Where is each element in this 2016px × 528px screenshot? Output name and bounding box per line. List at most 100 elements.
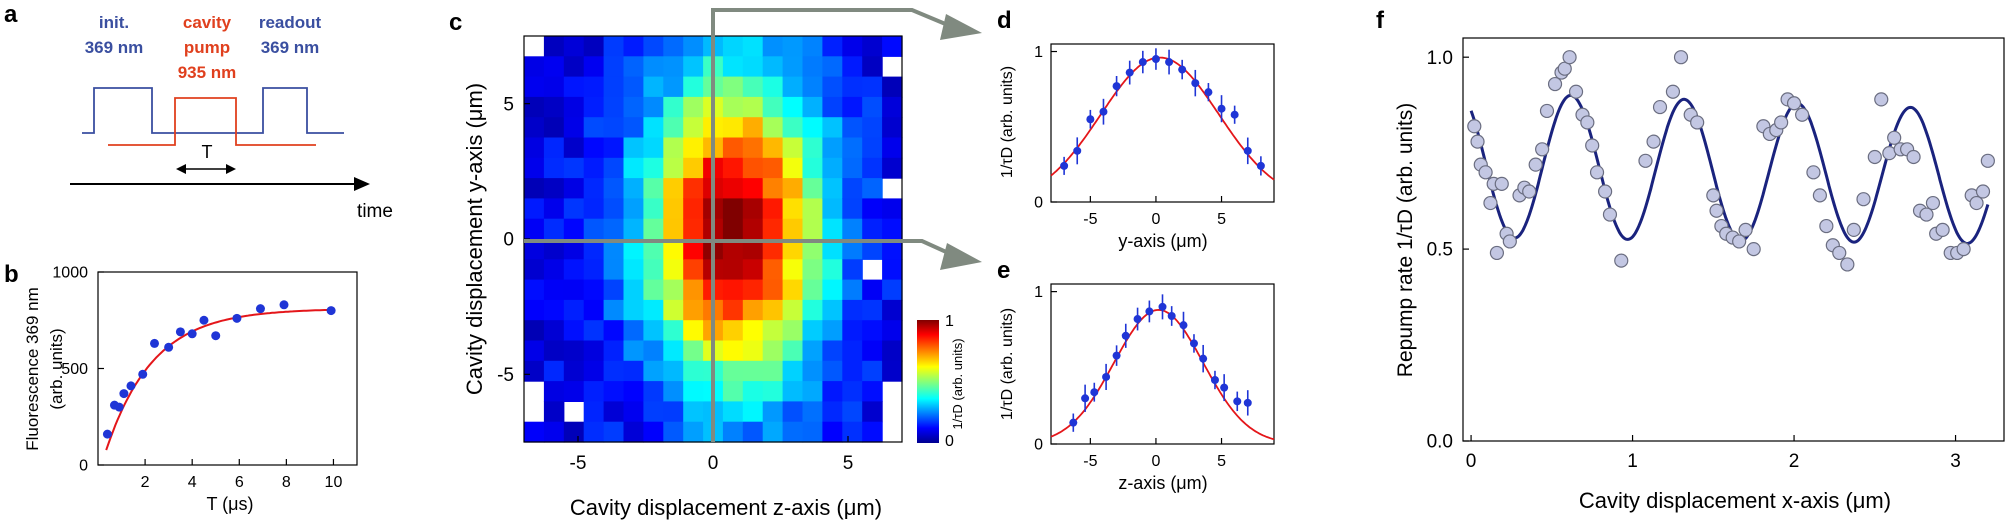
heatmap-cell bbox=[862, 137, 883, 159]
y-tick-label: 0.5 bbox=[1427, 240, 1453, 261]
data-point bbox=[1210, 376, 1219, 384]
heatmap-cell bbox=[822, 218, 843, 240]
heatmap-cell bbox=[683, 340, 704, 362]
heatmap-cell bbox=[742, 259, 764, 281]
data-point bbox=[232, 313, 242, 323]
heatmap-cell bbox=[842, 96, 863, 118]
heatmap-cell bbox=[762, 117, 784, 139]
heatmap-cell bbox=[862, 117, 883, 139]
heatmap-cell bbox=[543, 259, 565, 281]
heatmap-cell bbox=[603, 117, 625, 139]
time-axis-arrowhead bbox=[354, 177, 370, 191]
data-point bbox=[1646, 134, 1661, 149]
heatmap-cell bbox=[822, 76, 843, 98]
data-point bbox=[1832, 245, 1847, 261]
heatmap-cell bbox=[762, 137, 784, 159]
colorbar-max-label: 1 bbox=[945, 313, 954, 330]
heatmap-cell bbox=[543, 421, 565, 443]
data-points-f bbox=[1467, 50, 1995, 272]
heatmap-cell bbox=[663, 401, 684, 423]
heatmap-cell bbox=[762, 178, 784, 199]
connector-to-d-arrowhead bbox=[940, 14, 982, 40]
heatmap-cell bbox=[643, 198, 664, 220]
heatmap-cell bbox=[762, 279, 784, 301]
interval-arrowhead-left bbox=[176, 164, 186, 174]
data-point bbox=[1547, 76, 1563, 92]
data-point bbox=[1732, 234, 1747, 249]
heatmap-cell bbox=[643, 218, 664, 240]
heatmap-cell bbox=[782, 299, 804, 321]
heatmap-cell bbox=[623, 340, 644, 362]
heatmap-cell bbox=[683, 239, 704, 260]
heatmap-cell bbox=[822, 96, 843, 118]
heatmap-cell bbox=[603, 56, 625, 78]
panel-c: c -5 0 5 -5 0 5 Cavity displacement z-axis (μ… bbox=[449, 8, 982, 520]
heatmap-cell bbox=[524, 76, 545, 98]
heatmap-cell bbox=[683, 279, 704, 301]
heatmap-cell bbox=[663, 117, 684, 139]
heatmap-cell bbox=[842, 198, 863, 220]
heatmap-cell bbox=[802, 259, 823, 281]
heatmap-cell bbox=[722, 239, 744, 260]
heatmap-cell bbox=[663, 218, 684, 240]
heatmap-cell bbox=[643, 157, 664, 179]
heatmap-cell bbox=[802, 381, 823, 402]
xlabel-f: Cavity displacement x-axis (μm) bbox=[1579, 488, 1891, 513]
heatmap-cell bbox=[663, 157, 684, 179]
heatmap-cell bbox=[882, 320, 903, 342]
heatmap-cell bbox=[643, 76, 664, 98]
heatmap-cell bbox=[603, 137, 625, 159]
heatmap-cell bbox=[543, 96, 565, 118]
data-point bbox=[1602, 207, 1618, 222]
heatmap-cell bbox=[683, 401, 704, 423]
heatmap-cell bbox=[762, 96, 784, 118]
heatmap-cell bbox=[663, 381, 684, 402]
heatmap-cell bbox=[623, 218, 644, 240]
data-point bbox=[1102, 372, 1111, 381]
data-point bbox=[1598, 184, 1613, 199]
heatmap-cell bbox=[862, 56, 883, 78]
y-tick-label: 500 bbox=[61, 361, 88, 378]
heatmap-cell bbox=[802, 198, 823, 220]
data-point bbox=[1112, 351, 1121, 360]
heatmap-cell bbox=[802, 56, 823, 78]
ticks-b: 2 4 6 8 10 0 500 1000 bbox=[52, 265, 342, 491]
heatmap-cell bbox=[563, 36, 585, 57]
heatmap-cell bbox=[563, 259, 585, 281]
heatmap-cell bbox=[583, 36, 605, 57]
heatmap-cell bbox=[862, 198, 883, 220]
data-point bbox=[1189, 339, 1198, 348]
heatmap-cell bbox=[782, 76, 804, 98]
heatmap-cell bbox=[583, 157, 605, 179]
heatmap-cell bbox=[742, 239, 764, 260]
data-point bbox=[1906, 149, 1921, 165]
heatmap-cell bbox=[663, 421, 684, 443]
heatmap-cell bbox=[822, 340, 843, 362]
xlabel-e: z-axis (μm) bbox=[1118, 473, 1207, 493]
heatmap-cell bbox=[663, 96, 684, 118]
heatmap-cell bbox=[524, 157, 545, 179]
heatmap-cell bbox=[524, 340, 545, 362]
x-tick-label: 2 bbox=[1789, 451, 1800, 472]
heatmap-cell bbox=[742, 56, 764, 78]
data-point bbox=[138, 369, 148, 379]
heatmap-cell bbox=[583, 381, 605, 402]
data-point bbox=[1874, 92, 1889, 107]
heatmap-cell bbox=[583, 401, 605, 423]
heatmap-cell bbox=[663, 178, 684, 199]
heatmap-cell bbox=[742, 381, 764, 402]
panel-letter-a: a bbox=[4, 1, 18, 28]
heatmap-cell bbox=[583, 198, 605, 220]
heatmap-cell bbox=[822, 36, 843, 57]
y-tick-label: -5 bbox=[497, 365, 514, 386]
heatmap-cell bbox=[762, 299, 784, 321]
data-point bbox=[1935, 222, 1950, 238]
data-point bbox=[1969, 195, 1984, 211]
colorbar-min-label: 0 bbox=[945, 433, 954, 450]
heatmap-cell bbox=[543, 360, 565, 382]
heatmap-cell bbox=[802, 157, 823, 179]
fit-curve-e bbox=[1050, 308, 1275, 441]
data-point bbox=[1179, 321, 1188, 330]
x-tick-label: 3 bbox=[1950, 451, 1961, 472]
heatmap-cell bbox=[822, 198, 843, 220]
